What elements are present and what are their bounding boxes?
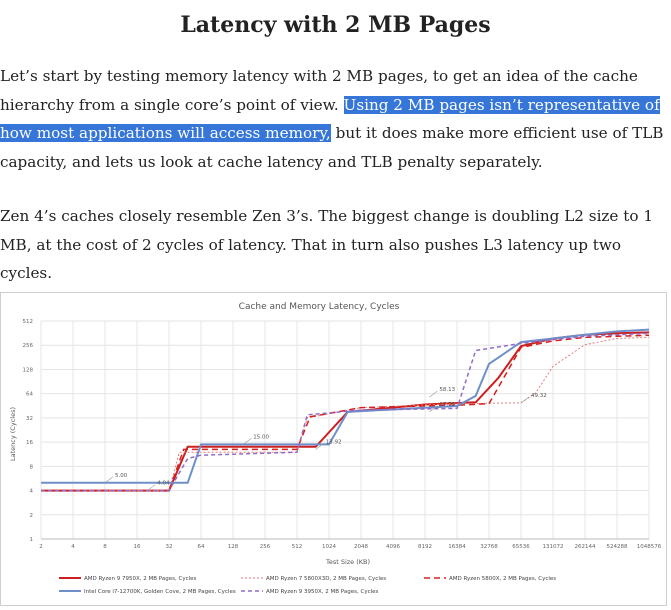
paragraph-1-text-end: but it does make more efficient use of T… bbox=[0, 124, 664, 171]
x-tick-label: 64 bbox=[198, 544, 205, 550]
x-tick-label: 262144 bbox=[575, 544, 596, 550]
x-tick-label: 8192 bbox=[418, 544, 432, 550]
latency-chart-svg: Cache and Memory Latency, Cycles Test Si… bbox=[9, 302, 662, 595]
series-line-2 bbox=[41, 336, 650, 492]
annotation-leader bbox=[429, 390, 438, 398]
x-tick-label: 32 bbox=[166, 544, 173, 550]
annotation-leader bbox=[315, 443, 324, 450]
legend-label: AMD Ryzen 5800X, 2 MB Pages, Cycles bbox=[449, 576, 556, 582]
x-tick-label: 2 bbox=[39, 544, 43, 550]
series-line-3 bbox=[41, 334, 650, 492]
x-tick-label: 256 bbox=[260, 544, 271, 550]
x-tick-label: 4 bbox=[71, 544, 75, 550]
annotation-leader bbox=[520, 396, 530, 404]
paragraph-1: Let’s start by testing memory latency wi… bbox=[0, 62, 666, 176]
y-tick-label: 256 bbox=[23, 343, 34, 349]
paragraph-2: Zen 4’s caches closely resemble Zen 3’s.… bbox=[0, 207, 653, 282]
paragraph-1-text-start: Let’s start by testing memory latency wi… bbox=[0, 67, 638, 114]
annotation-label: 49.32 bbox=[531, 393, 547, 399]
latency-chart: Cache and Memory Latency, Cycles Test Si… bbox=[0, 292, 667, 606]
annotation-leader bbox=[243, 438, 252, 445]
y-tick-label: 16 bbox=[26, 440, 33, 446]
chart-y-ticks: 1 2 4 8 16 32 64 128 256 512 bbox=[23, 319, 34, 543]
x-tick-label: 65536 bbox=[512, 544, 530, 550]
legend-label: AMD Ryzen 9 3950X, 2 MB Pages, Cycles bbox=[266, 589, 379, 595]
x-tick-label: 131072 bbox=[543, 544, 564, 550]
y-tick-label: 8 bbox=[30, 464, 34, 470]
section-heading: Latency with 2 MB Pages bbox=[180, 12, 491, 38]
annotation-label: 5.00 bbox=[115, 473, 128, 479]
x-tick-label: 524288 bbox=[607, 544, 628, 550]
legend-label: AMD Ryzen 9 7950X, 2 MB Pages, Cycles bbox=[84, 576, 197, 582]
y-tick-label: 2 bbox=[30, 513, 34, 519]
y-tick-label: 4 bbox=[30, 489, 34, 495]
annotation-label: 58.13 bbox=[439, 387, 455, 393]
legend-label: AMD Ryzen 7 5800X3D, 2 MB Pages, Cycles bbox=[266, 576, 386, 582]
annotation-label: 4.04 bbox=[157, 481, 170, 487]
chart-annotations: 5.00 4.04 15.00 13.92 58.13 37.75 49.32 bbox=[104, 387, 547, 491]
x-tick-label: 8 bbox=[103, 544, 107, 550]
series-line-4 bbox=[41, 328, 650, 484]
x-tick-label: 16 bbox=[134, 544, 141, 550]
x-tick-label: 16384 bbox=[448, 544, 466, 550]
series-line-5 bbox=[41, 332, 650, 492]
annotation-leader bbox=[429, 405, 438, 413]
annotation-label: 13.92 bbox=[326, 439, 342, 445]
annotation-label: 37.75 bbox=[439, 402, 455, 408]
annotation-label: 15.00 bbox=[253, 434, 269, 440]
x-tick-label: 32768 bbox=[480, 544, 498, 550]
chart-title: Cache and Memory Latency, Cycles bbox=[239, 302, 400, 312]
chart-y-axis-label: Latency (Cycles) bbox=[9, 407, 17, 461]
y-tick-label: 32 bbox=[26, 416, 33, 422]
annotation-leader bbox=[147, 484, 156, 491]
x-tick-label: 512 bbox=[292, 544, 303, 550]
x-tick-label: 1048576 bbox=[637, 544, 662, 550]
y-tick-label: 128 bbox=[23, 367, 34, 373]
x-tick-label: 128 bbox=[228, 544, 239, 550]
chart-x-axis-label: Test Size (KB) bbox=[325, 558, 370, 566]
x-tick-label: 2048 bbox=[354, 544, 368, 550]
y-tick-label: 512 bbox=[23, 319, 34, 325]
chart-series-group bbox=[41, 328, 650, 492]
legend-label: Intel Core i7-12700K, Golden Cove, 2 MB … bbox=[84, 589, 236, 595]
x-tick-label: 4096 bbox=[386, 544, 400, 550]
chart-legend: AMD Ryzen 9 7950X, 2 MB Pages, Cycles AMD… bbox=[59, 576, 556, 595]
chart-x-ticks: 2 4 8 16 32 64 128 256 512 1024 2048 4096 8192 16384 3… bbox=[39, 544, 661, 550]
chart-grid bbox=[40, 320, 650, 540]
x-tick-label: 1024 bbox=[322, 544, 336, 550]
y-tick-label: 1 bbox=[30, 537, 34, 543]
annotation-leader bbox=[104, 476, 114, 483]
y-tick-label: 64 bbox=[26, 392, 33, 398]
